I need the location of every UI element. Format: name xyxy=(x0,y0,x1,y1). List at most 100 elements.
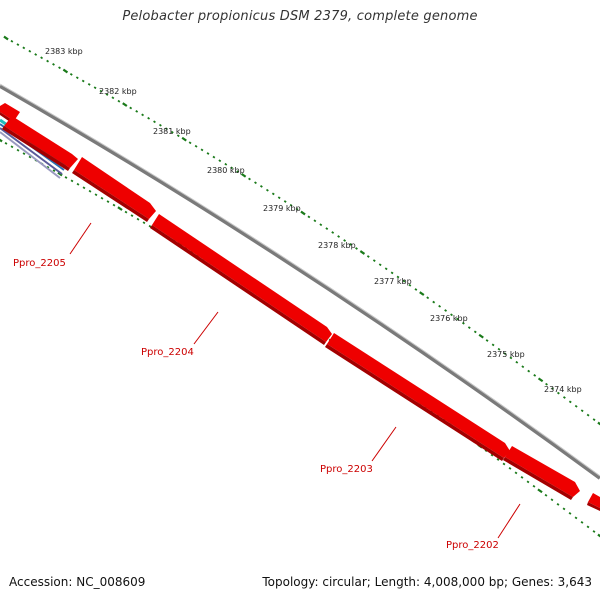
major-tick xyxy=(537,488,543,494)
minor-tick xyxy=(58,66,61,70)
minor-tick xyxy=(343,239,347,242)
minor-tick xyxy=(366,255,370,258)
minor-tick xyxy=(502,462,506,466)
minor-tick xyxy=(556,391,560,395)
minor-tick xyxy=(550,498,554,502)
minor-tick xyxy=(105,93,109,96)
tick-label: 2375 kbp xyxy=(487,350,525,359)
minor-tick xyxy=(503,352,507,355)
minor-tick xyxy=(467,326,471,329)
minor-tick xyxy=(46,59,50,63)
major-tick xyxy=(419,291,425,296)
minor-tick xyxy=(319,223,323,227)
minor-tick xyxy=(432,300,436,304)
minor-tick xyxy=(545,382,548,386)
minor-tick xyxy=(562,396,566,399)
gene-label-ppro-2205[interactable]: Ppro_2205 xyxy=(13,258,66,269)
minor-tick xyxy=(248,177,251,181)
minor-tick xyxy=(164,127,168,131)
minor-tick xyxy=(509,356,513,360)
tick-label: 2377 kbp xyxy=(374,277,412,286)
gene-labels: Ppro_2205 Ppro_2204 Ppro_2203 Ppro_2202 xyxy=(13,258,499,551)
minor-tick xyxy=(40,56,44,60)
major-tick xyxy=(122,102,128,107)
minor-tick xyxy=(568,400,572,404)
minor-tick xyxy=(28,155,32,159)
minor-tick xyxy=(580,521,584,524)
minor-tick xyxy=(490,453,494,457)
minor-tick xyxy=(277,196,281,200)
gene-arrow-ppro-2205[interactable] xyxy=(2,116,78,171)
major-tick xyxy=(300,210,306,216)
gene-label-ppro-2204[interactable]: Ppro_2204 xyxy=(141,347,194,358)
minor-tick xyxy=(438,304,442,308)
minor-tick xyxy=(592,530,596,533)
minor-tick xyxy=(396,275,400,279)
tick-label: 2374 kbp xyxy=(544,385,582,394)
minor-tick xyxy=(135,110,139,113)
gene-arrow-edge-end[interactable] xyxy=(587,493,600,511)
minor-tick xyxy=(313,219,317,223)
outer-tick-track xyxy=(3,35,600,427)
tick-labels: 2383 kbp 2382 kbp 2381 kbp 2380 kbp 2379… xyxy=(45,47,582,394)
minor-tick xyxy=(390,271,394,275)
minor-tick xyxy=(515,360,519,364)
major-tick xyxy=(359,250,366,255)
minor-tick xyxy=(426,296,430,300)
minor-tick xyxy=(349,243,352,246)
major-tick xyxy=(117,206,123,211)
minor-tick xyxy=(586,525,590,529)
major-tick xyxy=(181,136,187,142)
leader-line-ppro-2205 xyxy=(69,222,92,255)
tick-label: 2382 kbp xyxy=(99,87,137,96)
minor-tick xyxy=(16,148,20,152)
minor-tick xyxy=(508,467,512,470)
minor-tick xyxy=(289,203,293,207)
gene-arrow-ppro-2202[interactable] xyxy=(503,446,580,500)
minor-tick xyxy=(236,170,240,173)
gene-arrow-ppro-2203[interactable] xyxy=(325,333,510,461)
minor-tick xyxy=(526,480,530,484)
minor-tick xyxy=(450,313,453,317)
minor-tick xyxy=(176,134,180,138)
minor-tick xyxy=(100,196,104,200)
gene-label-ppro-2202[interactable]: Ppro_2202 xyxy=(446,540,499,551)
minor-tick xyxy=(200,148,204,152)
major-tick xyxy=(597,533,600,539)
major-tick xyxy=(478,333,484,339)
minor-tick xyxy=(568,512,572,515)
minor-tick xyxy=(455,317,459,321)
gene-label-ppro-2203[interactable]: Ppro_2203 xyxy=(320,464,373,475)
minor-tick xyxy=(76,182,80,186)
minor-tick xyxy=(473,330,477,334)
leader-line-ppro-2202 xyxy=(497,503,521,539)
gene-arrow-ppro-2203-a[interactable] xyxy=(150,214,332,345)
minor-tick xyxy=(402,279,406,283)
inner-tick-track xyxy=(0,137,600,539)
minor-tick xyxy=(574,404,578,408)
minor-tick xyxy=(307,215,311,219)
tick-label: 2383 kbp xyxy=(45,47,83,56)
minor-tick xyxy=(69,73,73,76)
minor-tick xyxy=(99,89,103,93)
minor-tick xyxy=(16,43,20,46)
minor-tick xyxy=(230,166,234,170)
minor-tick xyxy=(81,79,85,83)
minor-tick xyxy=(106,200,110,203)
minor-tick xyxy=(295,207,299,211)
genome-summary-text: Topology: circular; Length: 4,008,000 bp… xyxy=(262,575,592,589)
tick-label: 2380 kbp xyxy=(207,166,245,175)
gene-arrow-ppro-2204[interactable] xyxy=(72,157,156,222)
minor-tick xyxy=(491,343,495,347)
minor-tick xyxy=(520,476,524,479)
minor-tick xyxy=(46,165,50,169)
tick-label: 2378 kbp xyxy=(318,241,356,250)
minor-tick xyxy=(496,458,500,461)
minor-tick xyxy=(532,484,536,488)
major-tick xyxy=(597,421,600,427)
minor-tick xyxy=(87,83,91,86)
minor-tick xyxy=(28,49,32,53)
minor-tick xyxy=(574,516,578,520)
